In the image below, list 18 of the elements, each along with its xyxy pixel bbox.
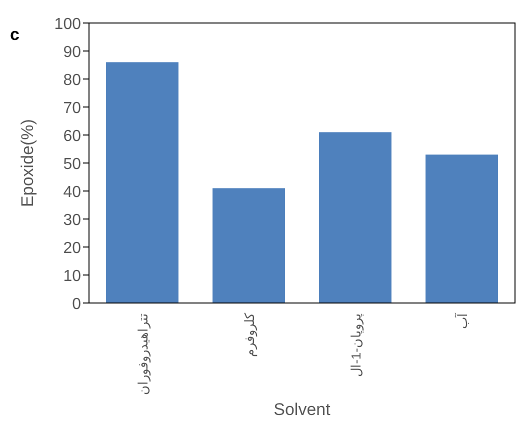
y-tick-label: 80 — [63, 72, 82, 89]
y-tick-label: 30 — [63, 212, 82, 229]
x-tick-label: تتراهیدروفوران — [135, 313, 152, 395]
y-tick-label: 40 — [63, 184, 82, 201]
x-tick-label: کلروفرم — [242, 312, 258, 357]
y-tick-label: 60 — [63, 128, 82, 145]
y-tick-label: 100 — [54, 16, 82, 33]
y-tick-label: 50 — [63, 156, 82, 173]
y-tick-label: 10 — [63, 268, 82, 285]
y-tick-label: 0 — [72, 296, 82, 313]
x-tick-label: پروپان-1-ال — [348, 313, 364, 377]
x-tick-label: آب — [454, 312, 470, 329]
text: c — [10, 25, 20, 44]
x-axis-title: Solvent — [274, 400, 331, 419]
y-tick-label: 70 — [63, 100, 82, 117]
y-tick-label: 20 — [63, 240, 82, 257]
y-axis-title: Epoxide(%) — [18, 119, 37, 207]
y-tick-label: 90 — [63, 44, 82, 61]
